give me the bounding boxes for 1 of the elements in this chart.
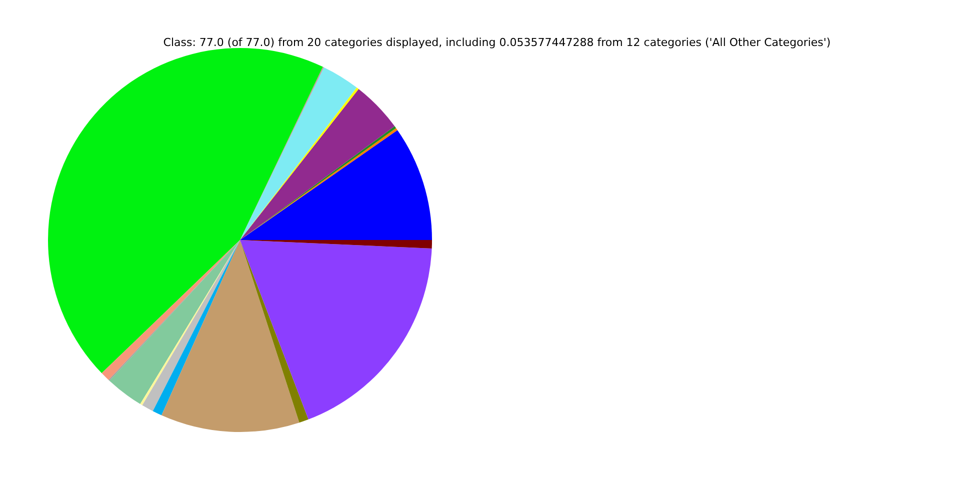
text: Class: 77.0 (of 77.0) from 20 categories displayed, including 0.053577447288 from 12 categories ('All Other Categories') [163,36,831,49]
